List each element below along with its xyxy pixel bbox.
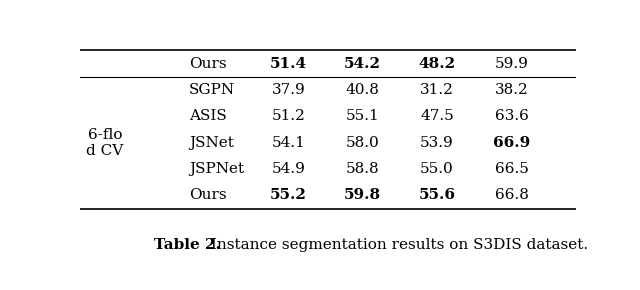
Text: 54.2: 54.2 bbox=[344, 57, 381, 70]
Text: 58.8: 58.8 bbox=[346, 162, 380, 176]
Text: 31.2: 31.2 bbox=[420, 83, 454, 97]
Text: 37.9: 37.9 bbox=[271, 83, 305, 97]
Text: 54.9: 54.9 bbox=[271, 162, 305, 176]
Text: 66.8: 66.8 bbox=[495, 188, 529, 202]
Text: 51.4: 51.4 bbox=[269, 57, 307, 70]
Text: 38.2: 38.2 bbox=[495, 83, 529, 97]
Text: Table 2.: Table 2. bbox=[154, 238, 221, 252]
Text: 48.2: 48.2 bbox=[419, 57, 456, 70]
Text: 55.6: 55.6 bbox=[419, 188, 456, 202]
Text: 66.5: 66.5 bbox=[495, 162, 529, 176]
Text: Ours: Ours bbox=[189, 188, 227, 202]
Text: 55.2: 55.2 bbox=[270, 188, 307, 202]
Text: SGPN: SGPN bbox=[189, 83, 236, 97]
Text: JSNet: JSNet bbox=[189, 136, 234, 150]
Text: JSPNet: JSPNet bbox=[189, 162, 244, 176]
Text: 6-flo
d CV: 6-flo d CV bbox=[86, 128, 124, 158]
Text: 47.5: 47.5 bbox=[420, 109, 454, 123]
Text: 51.2: 51.2 bbox=[271, 109, 305, 123]
Text: ASIS: ASIS bbox=[189, 109, 227, 123]
Text: 58.0: 58.0 bbox=[346, 136, 380, 150]
Text: 53.9: 53.9 bbox=[420, 136, 454, 150]
Text: 59.9: 59.9 bbox=[495, 57, 529, 70]
Text: 63.6: 63.6 bbox=[495, 109, 529, 123]
Text: 66.9: 66.9 bbox=[493, 136, 530, 150]
Text: 59.8: 59.8 bbox=[344, 188, 381, 202]
Text: Ours: Ours bbox=[189, 57, 227, 70]
Text: 55.0: 55.0 bbox=[420, 162, 454, 176]
Text: 54.1: 54.1 bbox=[271, 136, 305, 150]
Text: 55.1: 55.1 bbox=[346, 109, 380, 123]
Text: Instance segmentation results on S3DIS dataset.: Instance segmentation results on S3DIS d… bbox=[206, 238, 588, 252]
Text: 40.8: 40.8 bbox=[346, 83, 380, 97]
